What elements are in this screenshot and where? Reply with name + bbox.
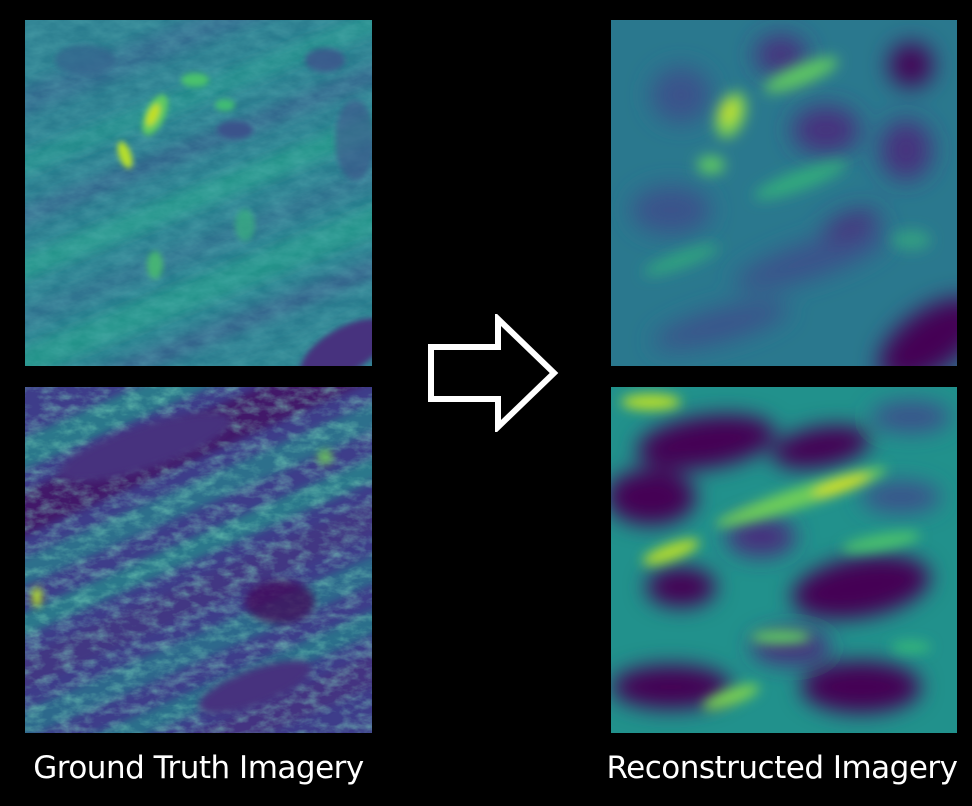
reconstructed-image-top [611, 20, 957, 366]
ground-truth-caption: Ground Truth Imagery [33, 750, 364, 786]
ground-truth-image-bottom [25, 387, 372, 733]
right-arrow-icon [426, 311, 562, 435]
reconstructed-caption: Reconstructed Imagery [606, 750, 958, 786]
ground-truth-image-top [25, 20, 372, 366]
reconstructed-image-bottom [611, 387, 957, 733]
